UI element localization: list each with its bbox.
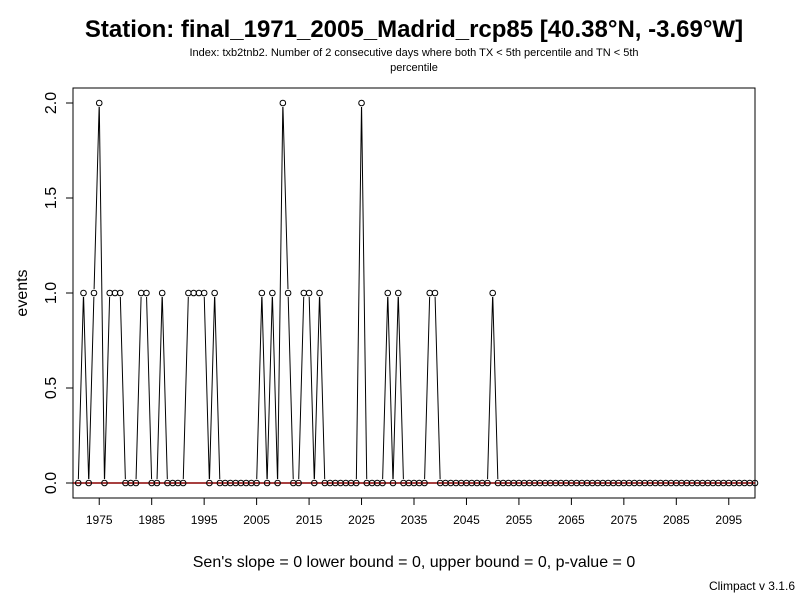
- data-point: [132, 479, 140, 487]
- y-tick-label: 1.5: [43, 187, 60, 209]
- data-point: [489, 289, 496, 297]
- x-tick-label: 2085: [663, 513, 690, 527]
- data-point: [85, 479, 93, 487]
- y-tick-label: 2.0: [43, 92, 60, 114]
- data-point: [101, 479, 108, 487]
- data-point: [316, 289, 323, 297]
- data-point: [74, 479, 82, 487]
- data-point: [751, 479, 759, 487]
- data-point: [153, 479, 161, 487]
- data-point: [253, 479, 260, 487]
- data-point: [158, 289, 166, 297]
- data-point: [379, 479, 386, 487]
- data-point: [384, 289, 392, 297]
- x-tick-label: 2055: [506, 513, 533, 527]
- data-point: [295, 479, 302, 487]
- chart-title: Station: final_1971_2005_Madrid_rcp85 [4…: [85, 16, 743, 43]
- data-point: [421, 479, 428, 487]
- data-point: [263, 479, 271, 487]
- y-axis-label: events: [14, 269, 31, 316]
- data-point: [95, 99, 103, 107]
- plot-area: [72, 87, 756, 499]
- data-point: [258, 289, 266, 297]
- data-point: [90, 289, 98, 297]
- chart-subtitle-line-1: Index: txb2tnb2. Number of 2 consecutive…: [189, 47, 638, 59]
- x-tick-label: 2075: [610, 513, 637, 527]
- y-tick-label: 0.0: [43, 472, 60, 494]
- data-point: [274, 479, 281, 487]
- series-points: [74, 99, 759, 487]
- data-point: [80, 289, 87, 297]
- data-point: [200, 289, 208, 297]
- data-point: [279, 99, 287, 107]
- x-axis: 1975 1985 1995 2005 2015 2025 2035 2045 2055 2065…: [86, 498, 742, 527]
- data-point: [311, 479, 318, 487]
- data-point: [305, 289, 313, 297]
- data-point: [206, 479, 213, 487]
- sens-slope-summary: Sen's slope = 0 lower bound = 0, upper b…: [193, 554, 636, 571]
- y-tick-label: 1.0: [43, 282, 60, 304]
- series-line: [77, 106, 499, 480]
- data-point: [394, 289, 402, 297]
- x-tick-label: 2005: [243, 513, 270, 527]
- x-tick-label: 2045: [453, 513, 480, 527]
- y-tick-label: 0.5: [43, 377, 60, 399]
- data-point: [116, 289, 124, 297]
- data-point: [284, 289, 292, 297]
- data-point: [211, 289, 218, 297]
- data-point: [484, 479, 491, 487]
- chart-subtitle-line-2: percentile: [390, 62, 438, 74]
- data-point: [143, 289, 150, 297]
- x-tick-label: 2035: [401, 513, 428, 527]
- x-tick-label: 2065: [558, 513, 585, 527]
- x-tick-label: 1995: [191, 513, 218, 527]
- x-tick-label: 2025: [348, 513, 375, 527]
- data-point: [269, 289, 276, 297]
- x-tick-label: 2015: [296, 513, 323, 527]
- data-point: [352, 479, 360, 487]
- climpact-version: Climpact v 3.1.6: [709, 579, 795, 593]
- data-point: [431, 289, 439, 297]
- x-tick-label: 2095: [715, 513, 742, 527]
- data-point: [389, 479, 397, 487]
- x-tick-label: 1985: [138, 513, 165, 527]
- y-axis: 0.0 0.5 1.0 1.5 2.0: [43, 92, 73, 494]
- data-point: [358, 99, 365, 107]
- data-point: [179, 479, 187, 487]
- x-tick-label: 1975: [86, 513, 113, 527]
